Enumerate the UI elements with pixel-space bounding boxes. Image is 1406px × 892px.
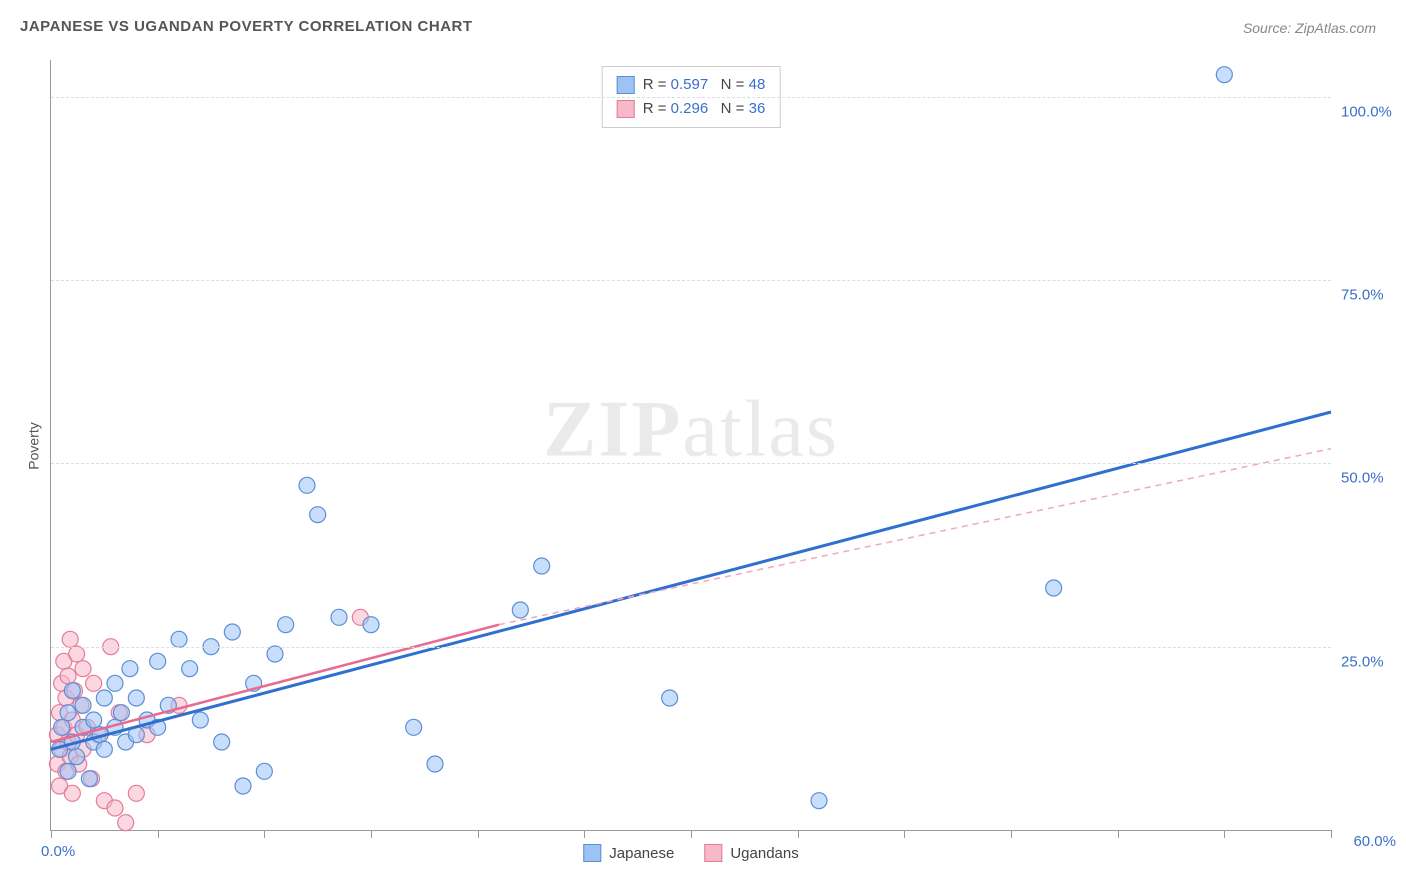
x-tick-label: 0.0% bbox=[41, 843, 75, 860]
data-point bbox=[512, 602, 528, 618]
data-point bbox=[96, 690, 112, 706]
data-point bbox=[113, 705, 129, 721]
data-point bbox=[299, 477, 315, 493]
data-point bbox=[118, 815, 134, 831]
data-point bbox=[235, 778, 251, 794]
y-tick-label: 75.0% bbox=[1341, 287, 1401, 304]
data-point bbox=[64, 785, 80, 801]
legend-label: Ugandans bbox=[730, 845, 798, 862]
x-tick bbox=[584, 830, 585, 838]
x-tick bbox=[264, 830, 265, 838]
plot-area: ZIPatlas R = 0.597 N = 48R = 0.296 N = 3… bbox=[50, 60, 1331, 831]
gridline bbox=[51, 647, 1331, 648]
x-tick bbox=[1331, 830, 1332, 838]
x-tick bbox=[1224, 830, 1225, 838]
legend-swatch bbox=[704, 844, 722, 862]
data-point bbox=[150, 653, 166, 669]
data-point bbox=[75, 697, 91, 713]
data-point bbox=[278, 617, 294, 633]
bottom-legend-item: Japanese bbox=[583, 844, 674, 862]
data-point bbox=[1046, 580, 1062, 596]
data-point bbox=[534, 558, 550, 574]
y-tick-label: 100.0% bbox=[1341, 103, 1401, 120]
chart-svg bbox=[51, 60, 1331, 830]
data-point bbox=[363, 617, 379, 633]
data-point bbox=[60, 705, 76, 721]
x-tick bbox=[51, 830, 52, 838]
data-point bbox=[60, 668, 76, 684]
gridline bbox=[51, 97, 1331, 98]
legend-stats-text: R = 0.597 N = 48 bbox=[643, 73, 766, 97]
data-point bbox=[811, 793, 827, 809]
bottom-legend-item: Ugandans bbox=[704, 844, 798, 862]
data-point bbox=[1216, 67, 1232, 83]
data-point bbox=[96, 741, 112, 757]
data-point bbox=[256, 763, 272, 779]
data-point bbox=[60, 763, 76, 779]
data-point bbox=[310, 507, 326, 523]
data-point bbox=[107, 800, 123, 816]
gridline bbox=[51, 280, 1331, 281]
data-point bbox=[54, 719, 70, 735]
legend-stats-text: R = 0.296 N = 36 bbox=[643, 97, 766, 121]
x-tick bbox=[1011, 830, 1012, 838]
x-tick-label: 60.0% bbox=[1353, 833, 1396, 850]
stats-legend-row: R = 0.597 N = 48 bbox=[617, 73, 766, 97]
data-point bbox=[406, 719, 422, 735]
stats-legend-row: R = 0.296 N = 36 bbox=[617, 97, 766, 121]
y-axis-label: Poverty bbox=[26, 422, 42, 469]
data-point bbox=[122, 661, 138, 677]
legend-swatch bbox=[583, 844, 601, 862]
chart-title: JAPANESE VS UGANDAN POVERTY CORRELATION … bbox=[20, 18, 473, 35]
y-tick-label: 25.0% bbox=[1341, 653, 1401, 670]
data-point bbox=[192, 712, 208, 728]
x-tick bbox=[158, 830, 159, 838]
x-tick bbox=[478, 830, 479, 838]
x-tick bbox=[904, 830, 905, 838]
x-tick bbox=[371, 830, 372, 838]
data-point bbox=[64, 683, 80, 699]
data-point bbox=[427, 756, 443, 772]
data-point bbox=[86, 712, 102, 728]
data-point bbox=[171, 631, 187, 647]
data-point bbox=[69, 646, 85, 662]
data-point bbox=[81, 771, 97, 787]
source-label: Source: ZipAtlas.com bbox=[1243, 20, 1376, 36]
data-point bbox=[128, 690, 144, 706]
x-tick bbox=[798, 830, 799, 838]
data-point bbox=[86, 675, 102, 691]
data-point bbox=[214, 734, 230, 750]
data-point bbox=[62, 631, 78, 647]
data-point bbox=[182, 661, 198, 677]
data-point bbox=[69, 749, 85, 765]
x-tick bbox=[1118, 830, 1119, 838]
data-point bbox=[224, 624, 240, 640]
legend-swatch bbox=[617, 100, 635, 118]
gridline bbox=[51, 463, 1331, 464]
legend-label: Japanese bbox=[609, 845, 674, 862]
bottom-legend: Japanese Ugandans bbox=[583, 844, 798, 862]
data-point bbox=[128, 785, 144, 801]
data-point bbox=[267, 646, 283, 662]
legend-swatch bbox=[617, 76, 635, 94]
data-point bbox=[331, 609, 347, 625]
x-tick bbox=[691, 830, 692, 838]
data-point bbox=[75, 661, 91, 677]
y-tick-label: 50.0% bbox=[1341, 470, 1401, 487]
data-point bbox=[107, 675, 123, 691]
data-point bbox=[662, 690, 678, 706]
